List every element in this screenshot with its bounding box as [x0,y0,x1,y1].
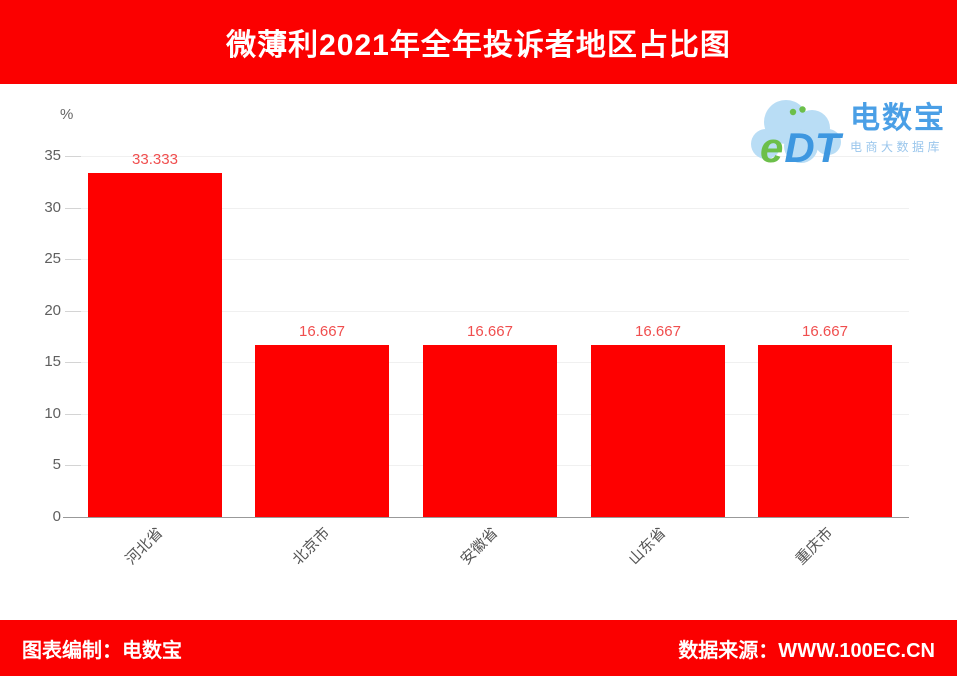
gridline [71,156,909,157]
edt-mark: eDT [760,124,844,171]
y-tick-mark [65,465,81,466]
bar-山东省[interactable] [591,345,725,517]
x-axis-label: 北京市 [289,524,334,569]
bar-value-label: 16.667 [299,323,345,340]
y-tick-label: 35 [44,147,61,164]
y-tick-mark [65,208,81,209]
y-tick-mark [65,311,81,312]
footer-credit: 图表编制：电数宝 [22,639,182,662]
logo-tagline: 电商大数据库 [850,140,944,154]
x-axis-label: 河北省 [122,524,167,569]
edt-cloud-icon: eDT [751,100,844,171]
bar-value-label: 16.667 [467,323,513,340]
y-tick-label: 0 [52,508,61,525]
bar-value-label: 16.667 [802,323,848,340]
y-tick-label: 25 [44,250,61,267]
x-axis-line [63,517,909,518]
x-axis-label: 安徽省 [457,524,502,569]
gridline [71,208,909,209]
y-tick-label: 15 [44,353,61,370]
y-tick-label: 10 [44,405,61,422]
x-axis-label: 山东省 [625,524,670,569]
footer-source: 数据来源：WWW.100EC.CN [678,639,935,662]
y-tick-mark [65,259,81,260]
logo-name: 电数宝 [850,102,946,135]
y-tick-mark [65,362,81,363]
bar-河北省[interactable] [88,173,222,517]
edt-logo: eDT 电数宝 电商大数据库 [746,86,946,172]
y-tick-label: 5 [52,456,61,473]
chart-header: 微薄利2021年全年投诉者地区占比图 [0,0,957,84]
gridline [71,311,909,312]
x-axis-label: 重庆市 [792,524,837,569]
bar-value-label: 16.667 [635,323,681,340]
chart-footer: 图表编制：电数宝 数据来源：WWW.100EC.CN [0,620,957,676]
bar-value-label: 33.333 [132,151,178,168]
bar-北京市[interactable] [255,345,389,517]
y-tick-mark [65,156,81,157]
logo-text: 电数宝 电商大数据库 [850,103,946,155]
y-tick-label: 30 [44,199,61,216]
page-title: 微薄利2021年全年投诉者地区占比图 [226,29,731,62]
y-axis-unit: % [60,106,74,123]
gridline [71,259,909,260]
y-tick-label: 20 [44,302,61,319]
y-tick-mark [65,414,81,415]
chart-area: % 0 5 10 15 20 25 30 35 33.333 河北省 16.667 北京市 16.667… [0,84,957,620]
bar-chart: 0 5 10 15 20 25 30 35 33.333 河北省 16.667 北京市 16.667 安徽… [44,147,909,568]
bar-重庆市[interactable] [758,345,892,517]
bar-安徽省[interactable] [423,345,557,517]
